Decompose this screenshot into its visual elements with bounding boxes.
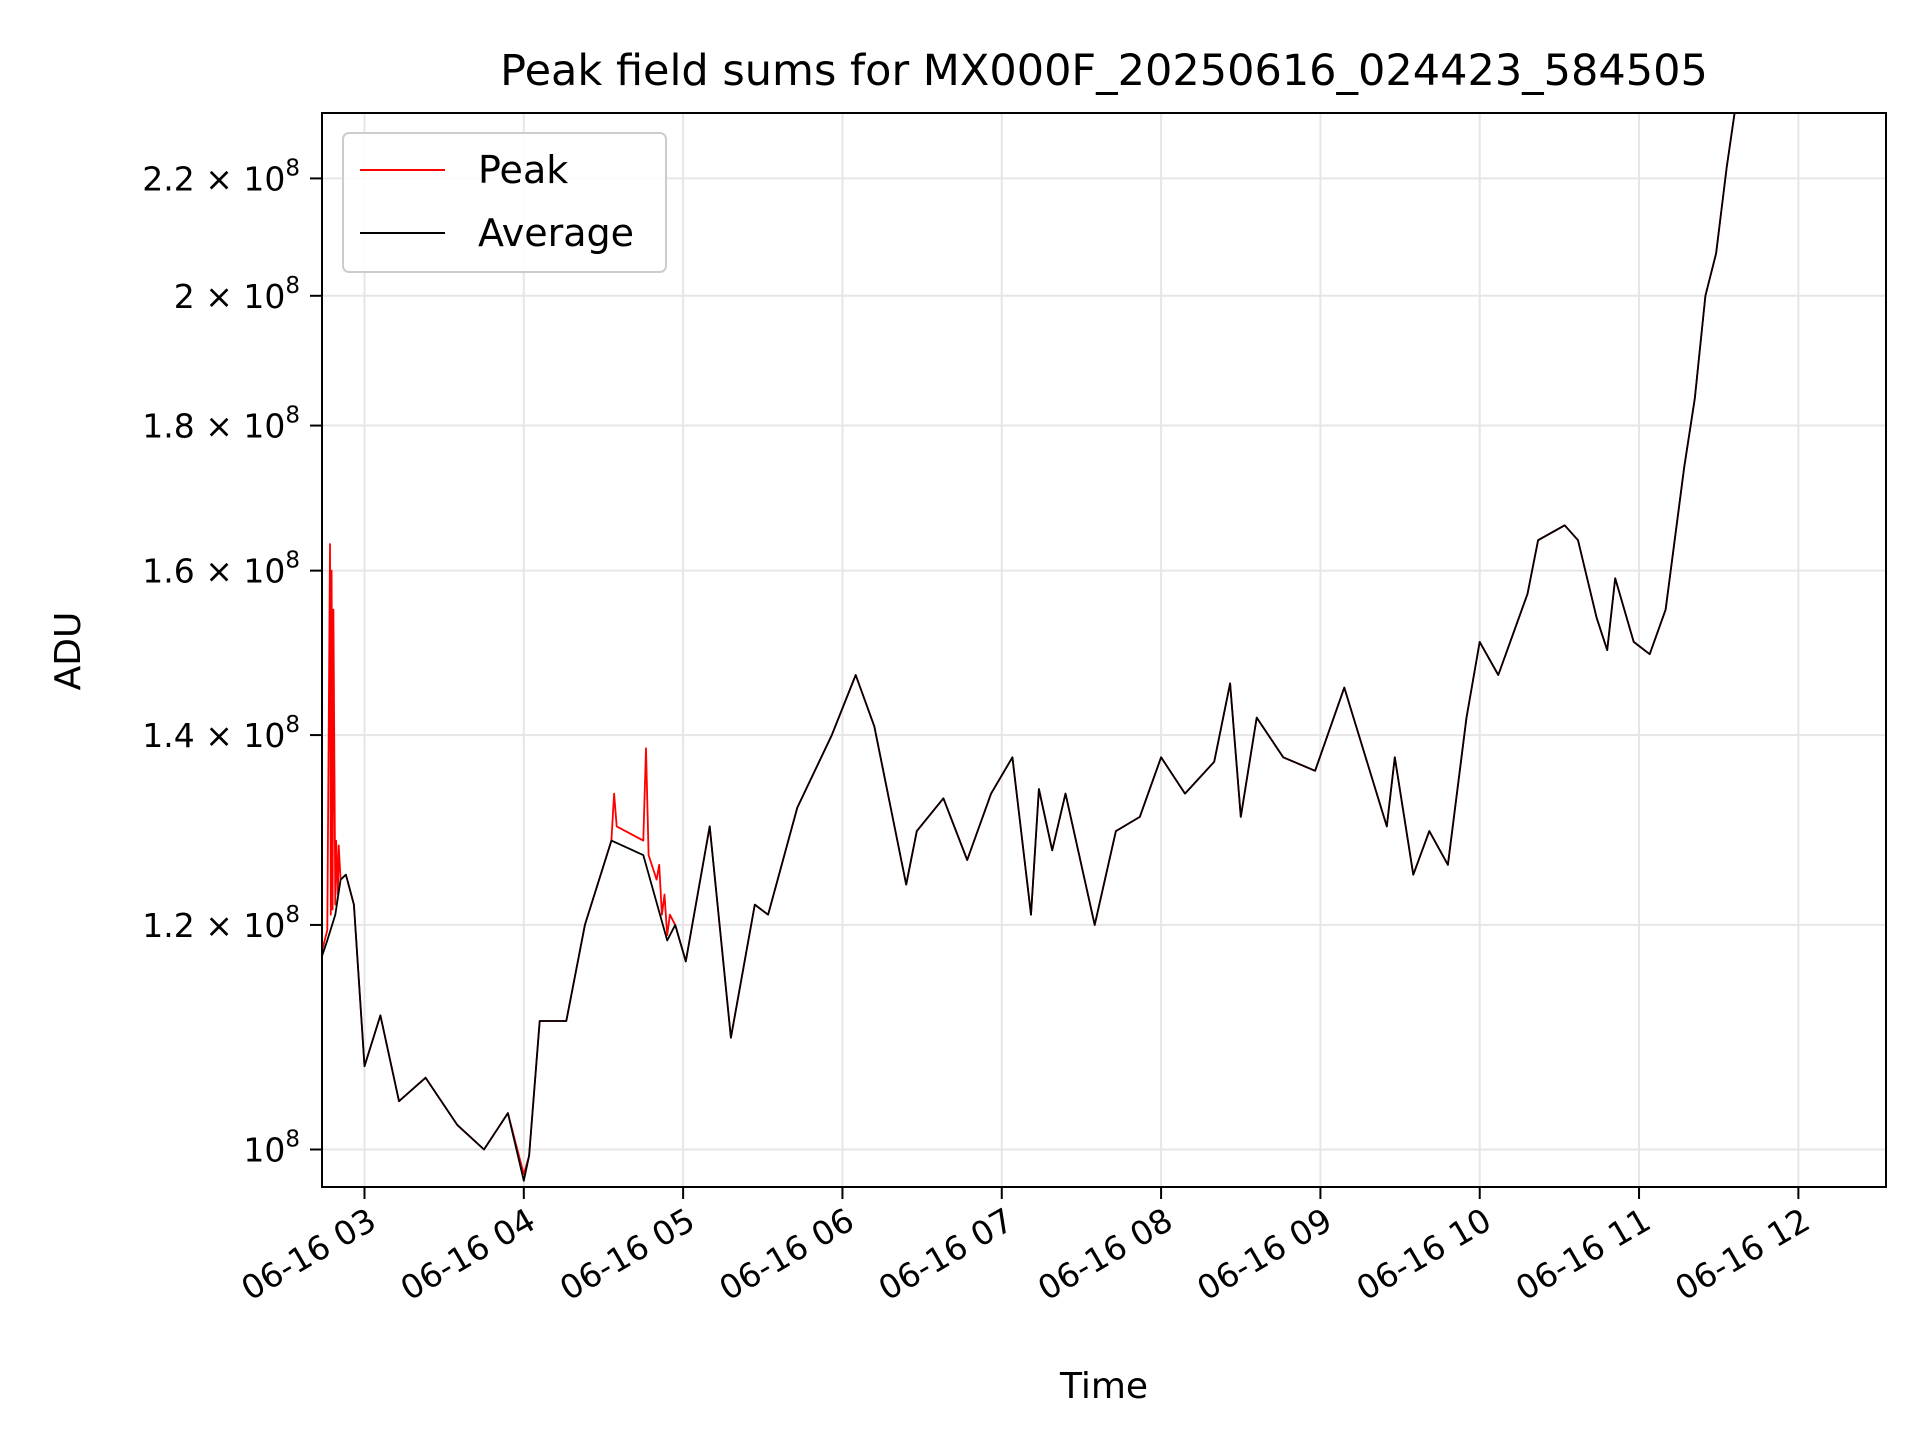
y-tick-label-exponent: 8 — [285, 712, 300, 738]
series-line-average — [322, 113, 1736, 1182]
y-tick-label-base: 1.6 × 10 — [142, 552, 285, 591]
y-tick-label-exponent: 8 — [285, 902, 300, 928]
y-tick-label: 1.2 × 108 — [142, 902, 300, 945]
y-tick-label-base: 1.2 × 10 — [142, 906, 285, 945]
y-tick-label-exponent: 8 — [285, 273, 300, 299]
y-tick-label: 1.6 × 108 — [142, 548, 300, 591]
y-tick-label-exponent: 8 — [285, 155, 300, 181]
y-tick-label: 108 — [243, 1126, 300, 1169]
y-tick-label-base: 2 × 10 — [174, 277, 286, 316]
legend-label-peak: Peak — [478, 148, 568, 192]
legend: Peak Average — [342, 132, 667, 273]
y-tick-label-exponent: 8 — [285, 548, 300, 574]
y-tick-label: 2.2 × 108 — [142, 155, 300, 198]
y-tick-label-base: 1.4 × 10 — [142, 716, 285, 755]
y-tick-label: 2 × 108 — [174, 273, 300, 316]
legend-label-average: Average — [478, 211, 634, 255]
y-tick-label-exponent: 8 — [285, 403, 300, 429]
y-tick-label-exponent: 8 — [285, 1126, 300, 1152]
series-layer — [322, 113, 1736, 1182]
grid-lines — [322, 113, 1886, 1187]
y-tick-label-base: 1.8 × 10 — [142, 407, 285, 446]
x-axis-title: Time — [1059, 1366, 1148, 1407]
y-tick-label-base: 2.2 × 10 — [142, 159, 285, 198]
y-axis-title: ADU — [48, 612, 89, 691]
y-tick-label: 1.4 × 108 — [142, 712, 300, 755]
y-tick-label: 1.8 × 108 — [142, 403, 300, 446]
chart-title: Peak field sums for MX000F_20250616_0244… — [500, 46, 1708, 96]
plot-frame — [321, 112, 1887, 1188]
legend-box — [342, 132, 667, 273]
y-tick-label-base: 10 — [243, 1130, 285, 1169]
